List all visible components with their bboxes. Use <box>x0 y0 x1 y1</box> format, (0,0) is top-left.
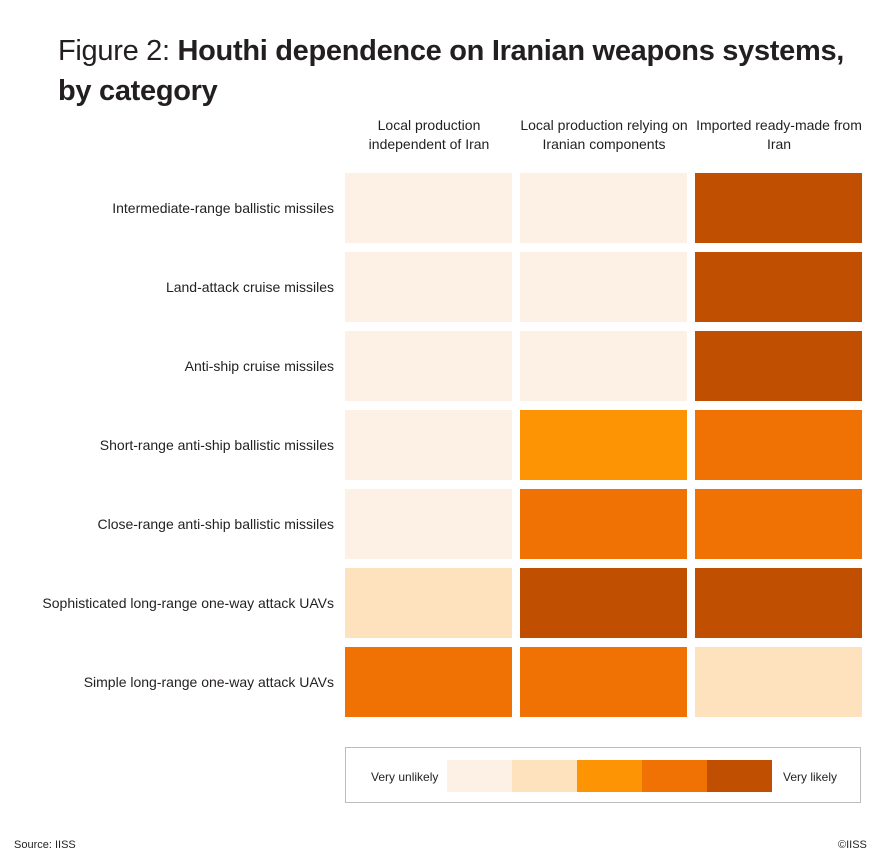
column-header: Imported ready-made from Iran <box>696 117 862 152</box>
heatmap-cell <box>520 647 687 717</box>
legend-swatch <box>512 760 577 792</box>
legend-swatch <box>447 760 512 792</box>
heatmap-cell <box>695 647 862 717</box>
heatmap-cell <box>695 173 862 243</box>
heatmap-cell <box>695 252 862 322</box>
heatmap-cell <box>520 489 687 559</box>
legend-swatch <box>642 760 707 792</box>
row-label: Close-range anti-ship ballistic missiles <box>97 516 334 532</box>
heatmap-cell <box>695 568 862 638</box>
figure-title: Houthi dependence on Iranian weapons sys… <box>58 35 845 107</box>
row-label: Sophisticated long-range one-way attack … <box>42 595 334 611</box>
row-label: Simple long-range one-way attack UAVs <box>83 674 334 690</box>
heatmap-cell <box>520 252 687 322</box>
heatmap-cell <box>345 647 512 717</box>
chart-title: Figure 2: Houthi dependence on Iranian w… <box>58 31 868 111</box>
heatmap-cell <box>695 331 862 401</box>
row-label: Intermediate-range ballistic missiles <box>112 200 334 216</box>
heatmap-cell <box>345 173 512 243</box>
heatmap-cell <box>345 489 512 559</box>
legend <box>345 747 861 803</box>
source-note: Source: IISS <box>14 839 76 851</box>
heatmap-cell <box>345 410 512 480</box>
heatmap-cell <box>695 489 862 559</box>
legend-min-label: Very unlikely <box>371 770 439 784</box>
heatmap-cell <box>345 331 512 401</box>
legend-swatch <box>577 760 642 792</box>
legend-swatch <box>707 760 772 792</box>
row-label: Short-range anti-ship ballistic missiles <box>99 437 334 453</box>
legend-max-label: Very likely <box>783 770 838 784</box>
heatmap-cell <box>345 252 512 322</box>
heatmap-cell <box>520 173 687 243</box>
heatmap-cell <box>520 568 687 638</box>
heatmap-cell <box>520 331 687 401</box>
heatmap-cell <box>695 410 862 480</box>
heatmap-cell <box>520 410 687 480</box>
figure-number: Figure 2: <box>58 35 178 67</box>
column-header: Local production relying on Iranian comp… <box>520 117 688 152</box>
copyright: ©IISS <box>838 839 867 851</box>
row-label: Land-attack cruise missiles <box>165 279 334 295</box>
row-label: Anti-ship cruise missiles <box>184 358 334 374</box>
column-header: Local production independent of Iran <box>368 117 490 152</box>
heatmap-cell <box>345 568 512 638</box>
